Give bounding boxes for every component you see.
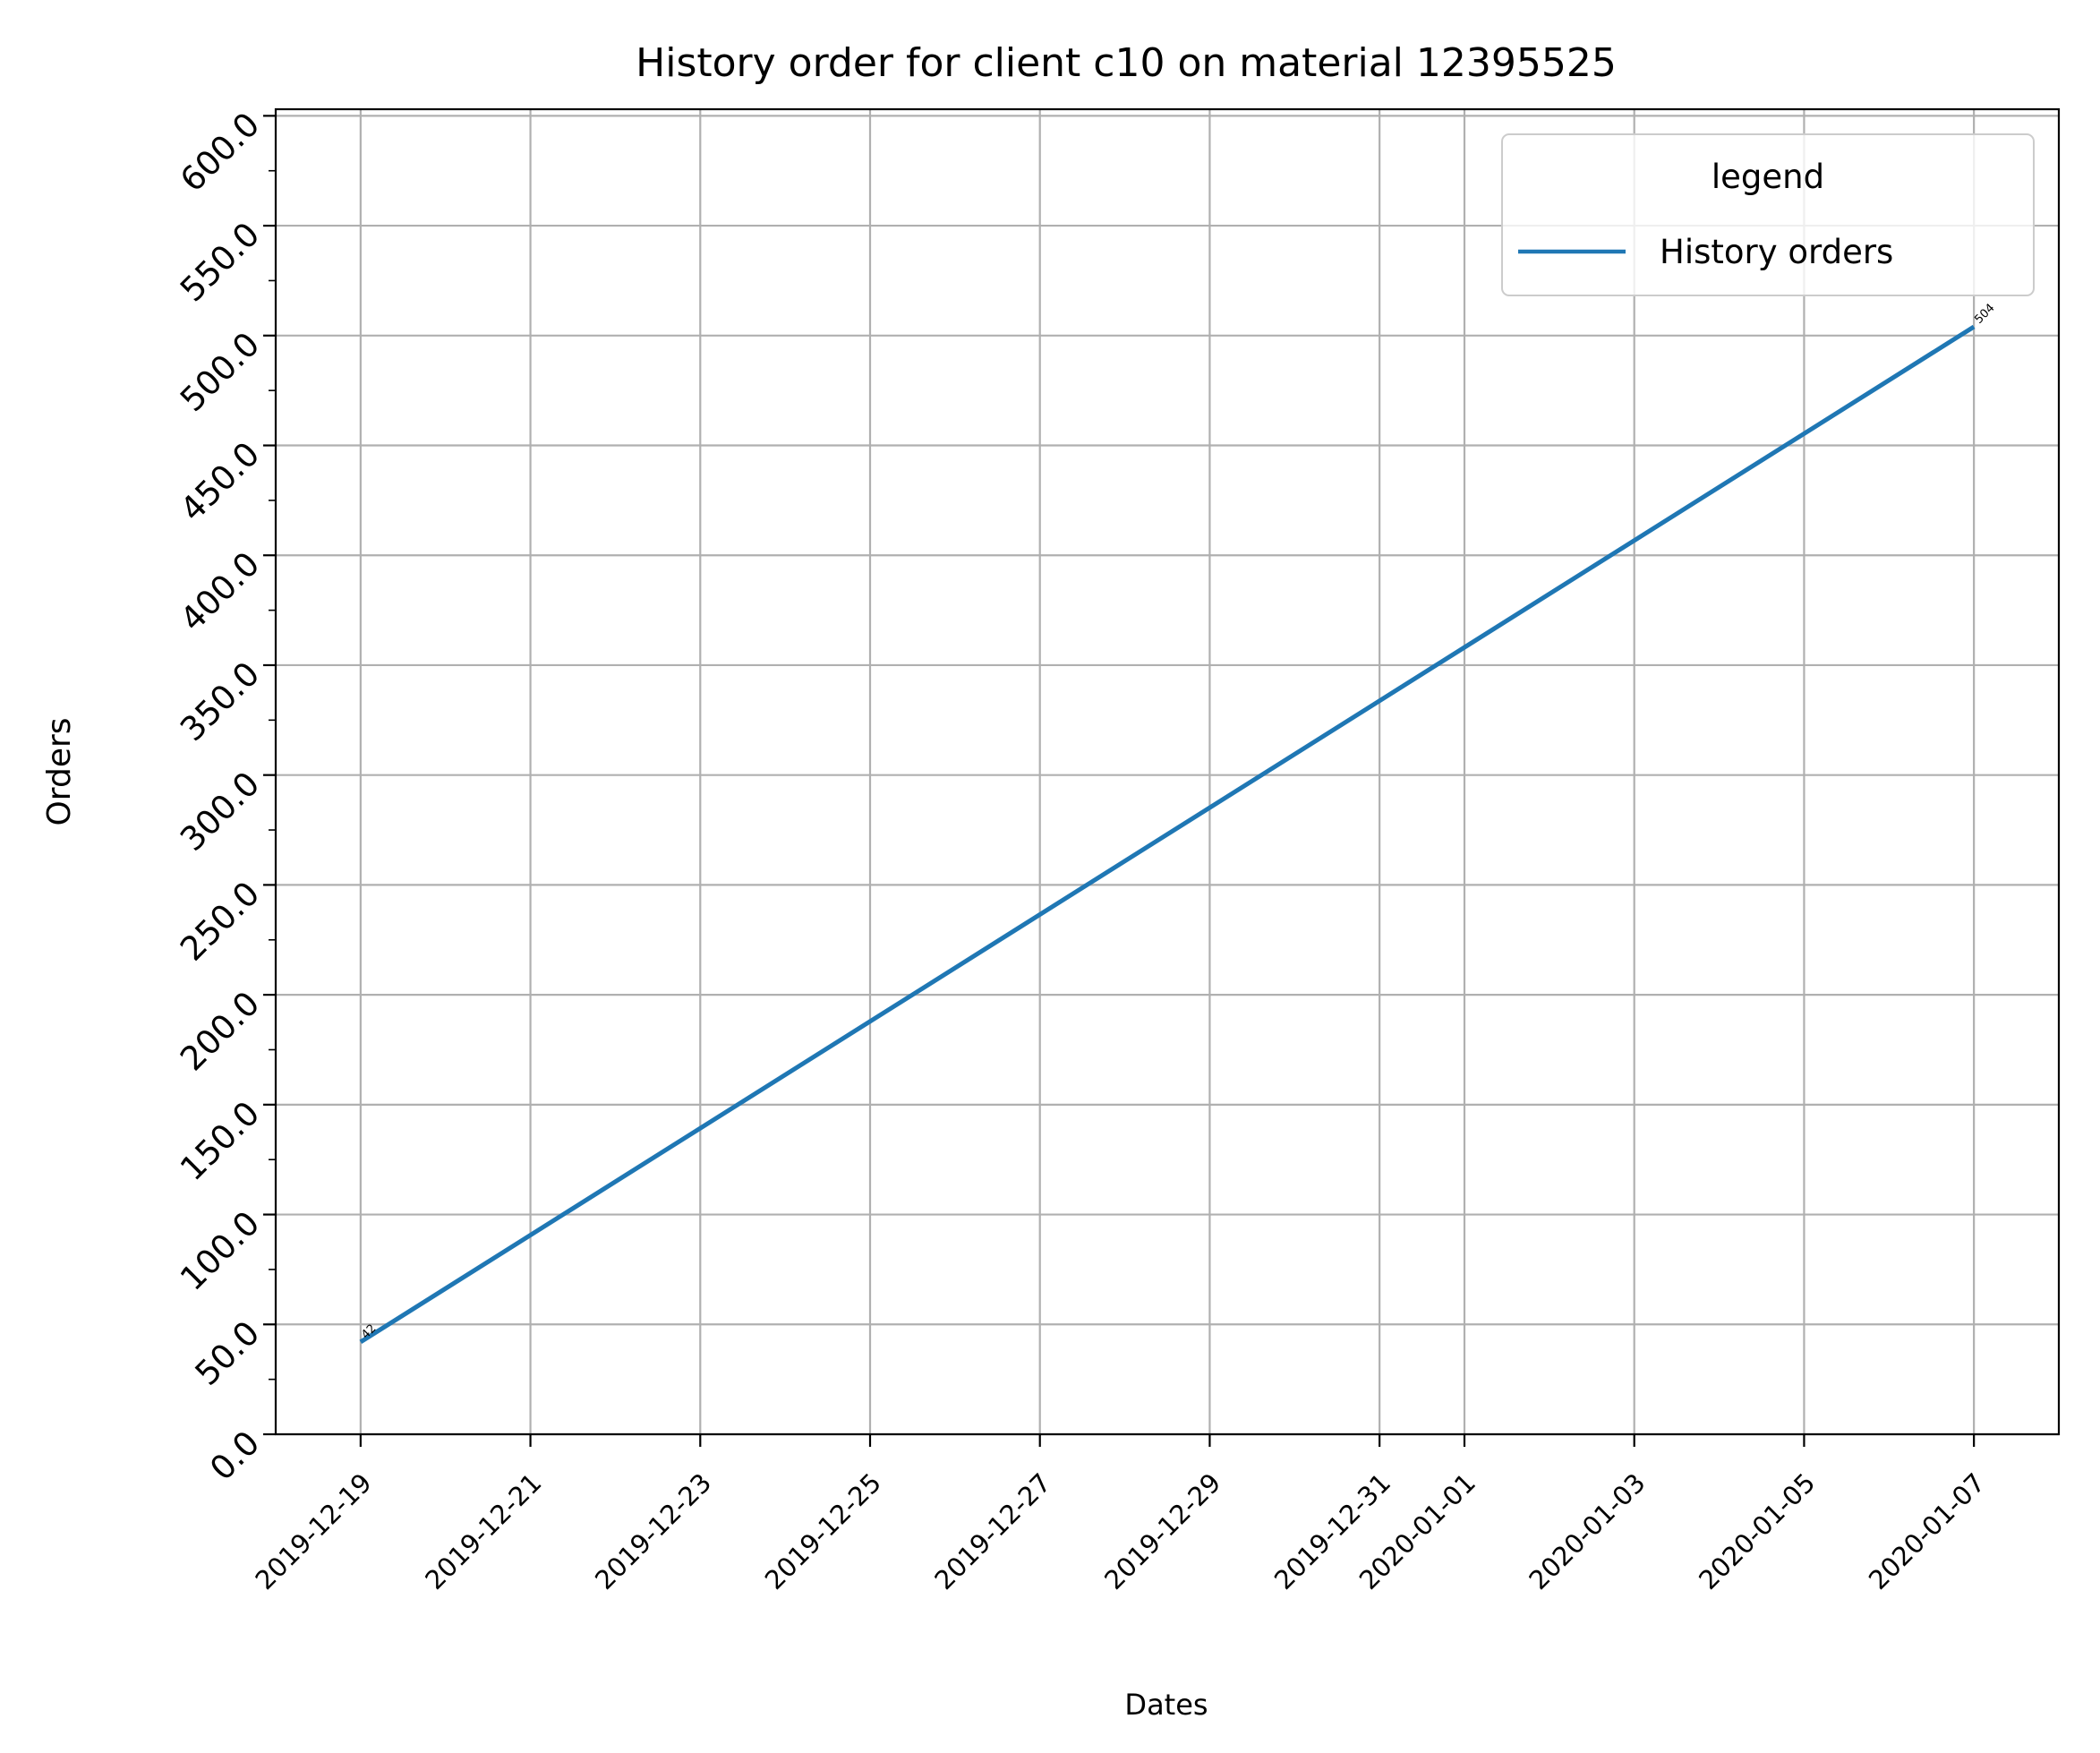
- x-axis-label: Dates: [1124, 1688, 1208, 1722]
- legend-title: legend: [1712, 158, 1824, 196]
- axes-frame: [274, 107, 2061, 1436]
- grid-lines: [276, 109, 2059, 1436]
- legend-label-history-orders: History orders: [1660, 233, 1893, 271]
- legend: legend History orders: [1501, 133, 2035, 296]
- y-axis-label: Orders: [41, 717, 78, 825]
- chart-title: History order for client c10 on material…: [636, 40, 1617, 86]
- legend-box: [1501, 133, 2035, 296]
- series-line-history-orders: [359, 324, 1976, 1345]
